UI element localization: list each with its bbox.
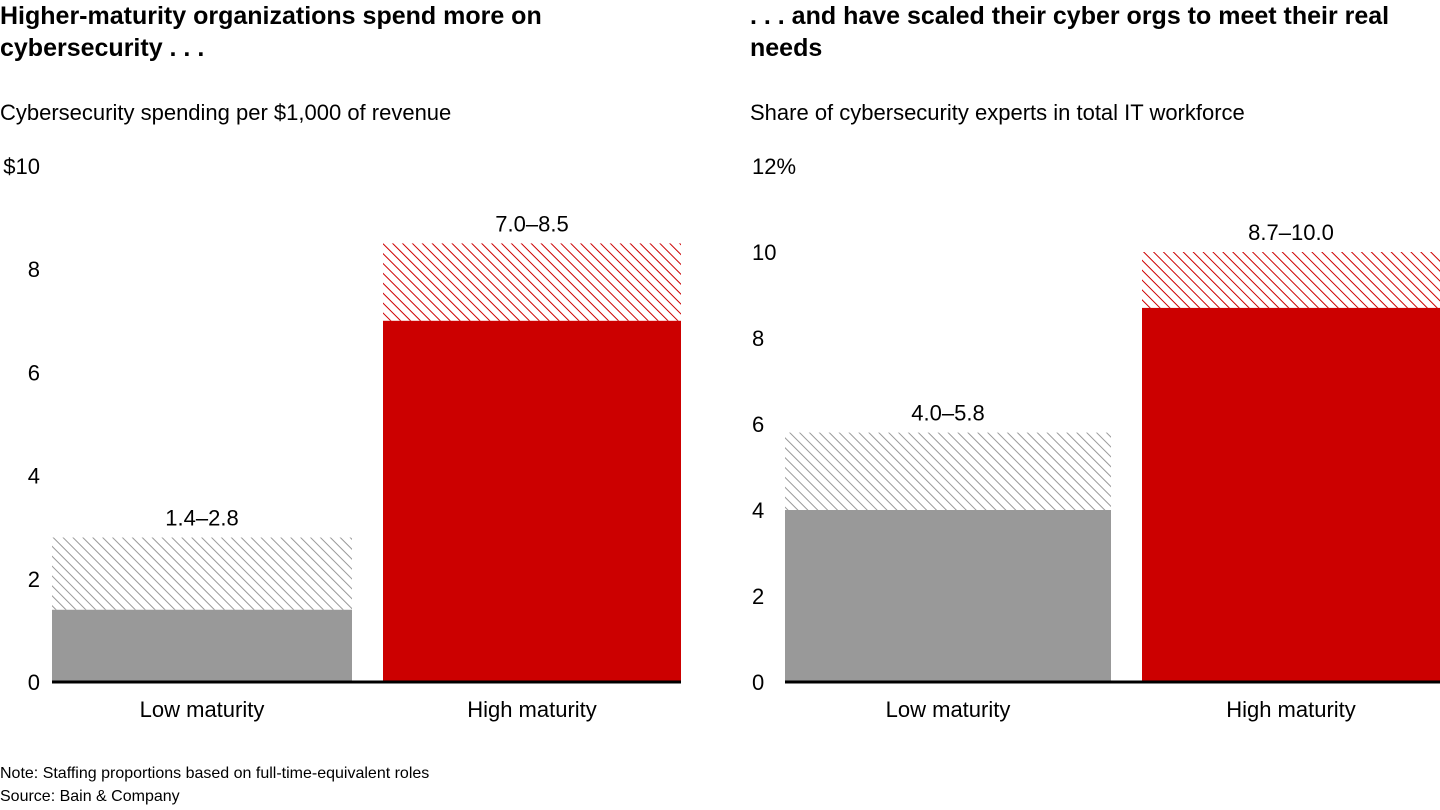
data-label: 7.0–8.5	[495, 211, 568, 236]
y-tick-label: 0	[28, 670, 40, 695]
bar-solid	[1142, 307, 1440, 682]
y-tick-label: 8	[752, 326, 764, 351]
bar-range-hatched	[52, 537, 352, 610]
y-tick-label: 2	[28, 567, 40, 592]
bar-range-hatched	[383, 243, 681, 321]
source: Source: Bain & Company	[0, 788, 180, 805]
bar-solid	[383, 320, 681, 682]
data-label: 8.7–10.0	[1248, 220, 1334, 245]
bar-solid	[52, 609, 352, 682]
data-label: 1.4–2.8	[165, 506, 238, 531]
y-tick-label: 6	[752, 412, 764, 437]
y-tick-label: 4	[752, 498, 764, 523]
y-tick-label: 8	[28, 257, 40, 282]
data-label: 4.0–5.8	[911, 401, 984, 426]
y-tick-label: 10	[752, 240, 776, 265]
chart-title-right: . . . and have scaled their cyber orgs t…	[750, 2, 1390, 62]
y-tick-label: 0	[752, 670, 764, 695]
bar-solid	[785, 510, 1111, 682]
y-tick-label: 6	[28, 360, 40, 385]
y-tick-label: 4	[28, 464, 40, 489]
bar-range-hatched	[785, 432, 1111, 510]
x-category-label: Low maturity	[886, 697, 1011, 722]
x-category-label: High maturity	[467, 697, 597, 722]
y-tick-label: 2	[752, 584, 764, 609]
bar-range-hatched	[1142, 252, 1440, 308]
footnote: Note: Staffing proportions based on full…	[0, 765, 430, 782]
x-category-label: High maturity	[1226, 697, 1356, 722]
y-tick-label: 12%	[752, 154, 796, 179]
x-category-label: Low maturity	[140, 697, 265, 722]
y-tick-label: $10	[3, 154, 40, 179]
y-axis-label-right: Share of cybersecurity experts in total …	[750, 100, 1245, 125]
y-axis-label-left: Cybersecurity spending per $1,000 of rev…	[0, 100, 452, 125]
chart-title-left: Higher-maturity organizations spend more…	[0, 2, 542, 62]
